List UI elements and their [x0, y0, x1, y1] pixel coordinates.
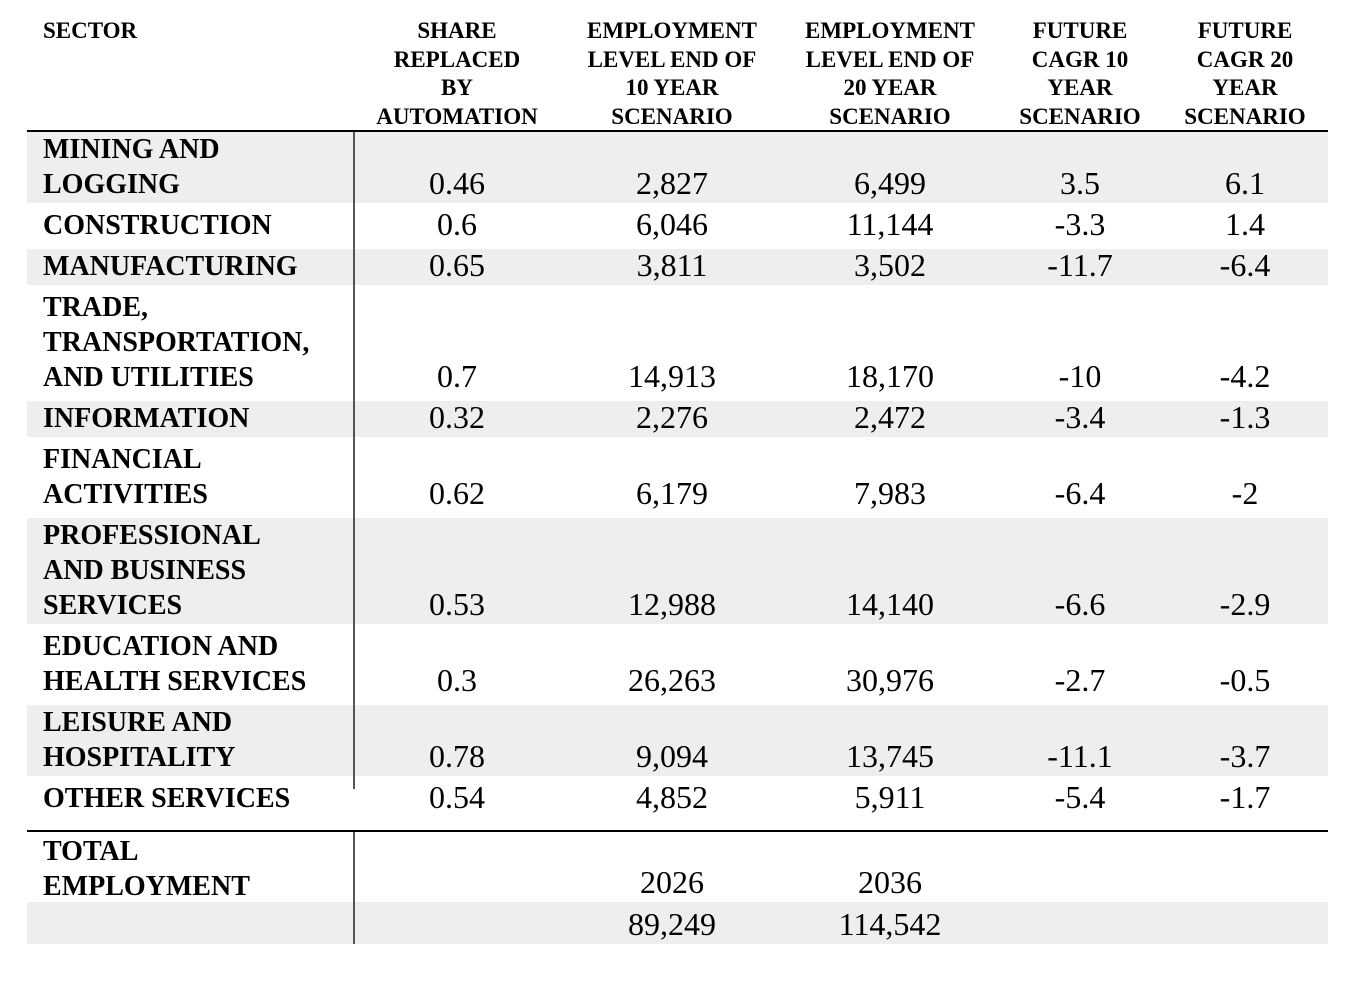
cell-emp20: 5,911	[854, 779, 926, 815]
table-row: EDUCATION AND HEALTH SERVICES 0.3 26,263 30…	[27, 629, 1328, 700]
sector-name: EDUCATION AND HEALTH SERVICES	[43, 631, 307, 697]
cell-share: 0.3	[437, 662, 477, 698]
cell-cagr20: -0.5	[1219, 662, 1271, 698]
cell-emp20: 7,983	[854, 475, 926, 511]
cell-emp20: 13,745	[846, 738, 934, 774]
cell-share: 0.62	[429, 475, 485, 511]
table-row: LEISURE AND HOSPITALITY 0.78 9,094 13,745 -1…	[27, 705, 1328, 776]
sector-name: PROFESSIONAL AND BUSINESS SERVICES	[43, 520, 261, 621]
table-row: MINING AND LOGGING 0.46 2,827 6,499 3.5 6.1	[27, 132, 1328, 203]
column-divider	[353, 132, 355, 789]
cell-emp20: 6,499	[854, 165, 926, 201]
cell-share: 0.65	[429, 247, 485, 283]
cell-cagr20: -1.7	[1219, 779, 1271, 815]
cell-emp10: 26,263	[628, 662, 716, 698]
cell-emp10: 3,811	[636, 247, 708, 283]
cell-emp20: 11,144	[846, 206, 934, 242]
sector-name: FINANCIAL ACTIVITIES	[43, 444, 208, 510]
total-year-20: 2036	[858, 864, 922, 900]
table-row: INFORMATION 0.32 2,276 2,472 -3.4 -1.3	[27, 399, 1328, 437]
cell-cagr20: -2.9	[1219, 586, 1271, 622]
table-row: CONSTRUCTION 0.6 6,046 11,144 -3.3 1.4	[27, 206, 1328, 244]
cell-cagr20: -4.2	[1219, 358, 1271, 394]
header-cagr-10yr: FUTURE CAGR 10 YEAR SCENARIO	[1019, 18, 1141, 129]
cell-cagr10: -5.4	[1054, 779, 1106, 815]
cell-share: 0.54	[429, 779, 485, 815]
total-year-10: 2026	[640, 864, 704, 900]
cell-cagr20: -1.3	[1219, 399, 1271, 435]
cell-cagr10: -6.4	[1054, 475, 1106, 511]
cell-emp20: 3,502	[854, 247, 926, 283]
header-cagr-20yr: FUTURE CAGR 20 YEAR SCENARIO	[1184, 18, 1306, 129]
total-value-20: 114,542	[838, 906, 942, 942]
sector-name: TRADE, TRANSPORTATION, AND UTILITIES	[43, 292, 310, 393]
total-divider	[27, 830, 1328, 832]
table-row: MANUFACTURING 0.65 3,811 3,502 -11.7 -6.4	[27, 247, 1328, 285]
cell-emp10: 6,046	[636, 206, 708, 242]
cell-share: 0.32	[429, 399, 485, 435]
cell-share: 0.6	[437, 206, 477, 242]
header-share-replaced: SHARE REPLACED BY AUTOMATION	[376, 18, 538, 129]
header-employment-10yr: EMPLOYMENT LEVEL END OF 10 YEAR SCENARIO	[587, 18, 757, 129]
sector-name: MANUFACTURING	[43, 251, 298, 282]
cell-cagr10: -11.7	[1047, 247, 1113, 283]
sector-name: INFORMATION	[43, 403, 250, 434]
cell-cagr20: -6.4	[1219, 247, 1271, 283]
total-row: TOTAL EMPLOYMENT 2026 2036	[27, 832, 1328, 902]
cell-emp10: 12,988	[628, 586, 716, 622]
header-sector: SECTOR	[43, 18, 138, 43]
cell-emp10: 14,913	[628, 358, 716, 394]
cell-share: 0.7	[437, 358, 477, 394]
cell-emp10: 2,276	[636, 399, 708, 435]
table-row: TRADE, TRANSPORTATION, AND UTILITIES 0.7 1…	[27, 290, 1328, 396]
cell-emp20: 2,472	[854, 399, 926, 435]
cell-emp10: 4,852	[636, 779, 708, 815]
cell-cagr20: 6.1	[1225, 165, 1265, 201]
table-row: FINANCIAL ACTIVITIES 0.62 6,179 7,983 -6.4 -2	[27, 442, 1328, 513]
sector-name: OTHER SERVICES	[43, 783, 291, 814]
cell-emp10: 6,179	[636, 475, 708, 511]
table-row: PROFESSIONAL AND BUSINESS SERVICES 0.53 12…	[27, 518, 1328, 624]
table-header: SECTOR SHARE REPLACED BY AUTOMATION EMPL…	[27, 0, 1328, 132]
cell-share: 0.53	[429, 586, 485, 622]
sector-name: MINING AND LOGGING	[43, 134, 220, 200]
cell-share: 0.46	[429, 165, 485, 201]
cell-cagr10: -10	[1058, 358, 1102, 394]
total-column-divider	[353, 832, 355, 944]
cell-cagr10: -11.1	[1047, 738, 1113, 774]
cell-cagr20: 1.4	[1225, 206, 1265, 242]
cell-emp10: 2,827	[636, 165, 708, 201]
cell-emp20: 14,140	[846, 586, 934, 622]
total-label: TOTAL EMPLOYMENT	[43, 836, 250, 902]
cell-share: 0.78	[429, 738, 485, 774]
header-employment-20yr: EMPLOYMENT LEVEL END OF 20 YEAR SCENARIO	[805, 18, 975, 129]
cell-emp20: 30,976	[846, 662, 934, 698]
cell-cagr10: -3.4	[1054, 399, 1106, 435]
sector-name: CONSTRUCTION	[43, 210, 272, 241]
cell-cagr10: -2.7	[1054, 662, 1106, 698]
cell-cagr10: -6.6	[1054, 586, 1106, 622]
table-row: OTHER SERVICES 0.54 4,852 5,911 -5.4 -1.7	[27, 779, 1328, 817]
cell-emp20: 18,170	[846, 358, 934, 394]
total-value-10: 89,249	[628, 906, 716, 942]
cell-cagr20: -2	[1231, 475, 1259, 511]
sector-name: LEISURE AND HOSPITALITY	[43, 707, 236, 773]
cell-cagr10: -3.3	[1054, 206, 1106, 242]
total-values-row: 89,249 114,542	[27, 902, 1328, 944]
cell-emp10: 9,094	[636, 738, 708, 774]
cell-cagr10: 3.5	[1060, 165, 1100, 201]
cell-cagr20: -3.7	[1219, 738, 1271, 774]
